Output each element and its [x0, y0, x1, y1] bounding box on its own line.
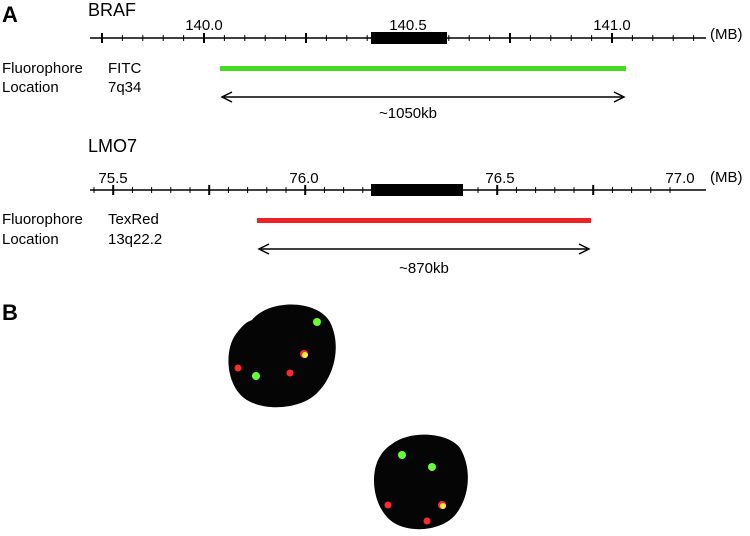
braf-track: BRAF 140.0 140.5 141.0 (MB) Fluorophore … — [2, 0, 743, 122]
green-signal — [252, 372, 260, 380]
panel-a-label: A — [2, 2, 18, 27]
braf-unit-label: (MB) — [710, 26, 743, 43]
braf-tick-label: 140.5 — [389, 17, 427, 34]
braf-location-label: Location — [2, 79, 59, 96]
lmo7-location-value: 13q22.2 — [108, 231, 162, 248]
braf-probe-bar — [220, 66, 626, 71]
green-signal — [398, 451, 406, 459]
lmo7-tick-label: 76.0 — [289, 170, 318, 187]
braf-arrowhead-right — [613, 91, 626, 103]
fusion-signal — [302, 352, 308, 358]
lmo7-tick-label: 75.5 — [98, 170, 127, 187]
lmo7-arrowhead-left — [257, 243, 270, 255]
lmo7-gene-block — [371, 184, 463, 196]
braf-arrowhead-left — [220, 91, 233, 103]
nucleus-upper — [228, 304, 336, 408]
nucleus-body — [374, 434, 468, 530]
green-signal — [428, 463, 436, 471]
braf-tick-label: 141.0 — [593, 17, 631, 34]
lmo7-size-label: ~870kb — [399, 260, 449, 277]
nucleus-lower — [374, 434, 468, 530]
braf-size-label: ~1050kb — [379, 105, 437, 122]
red-signal — [384, 501, 392, 509]
braf-gene-label: BRAF — [88, 0, 136, 20]
lmo7-location-label: Location — [2, 231, 59, 248]
green-signal — [313, 318, 321, 326]
fusion-signal — [440, 503, 446, 509]
lmo7-track: LMO7 75.5 76.0 76.5 77.0 (MB) Fluorophor… — [2, 136, 743, 277]
lmo7-unit-label: (MB) — [710, 169, 743, 186]
lmo7-probe-bar — [257, 218, 591, 223]
lmo7-gene-label: LMO7 — [88, 136, 137, 156]
braf-location-value: 7q34 — [108, 79, 141, 96]
braf-tick-label: 140.0 — [185, 17, 223, 34]
red-signal — [423, 517, 431, 525]
braf-fluorophore-value: FITC — [108, 60, 141, 77]
lmo7-tick-label: 76.5 — [485, 170, 514, 187]
braf-fluorophore-label: Fluorophore — [2, 60, 83, 77]
lmo7-fluorophore-label: Fluorophore — [2, 211, 83, 228]
red-signal — [234, 364, 242, 372]
braf-gene-block — [371, 32, 447, 44]
lmo7-arrowhead-right — [578, 243, 591, 255]
lmo7-tick-label: 77.0 — [665, 170, 694, 187]
red-signal — [286, 369, 294, 377]
panel-b-label: B — [2, 300, 18, 325]
lmo7-fluorophore-value: TexRed — [108, 211, 159, 228]
nucleus-body — [228, 304, 336, 408]
